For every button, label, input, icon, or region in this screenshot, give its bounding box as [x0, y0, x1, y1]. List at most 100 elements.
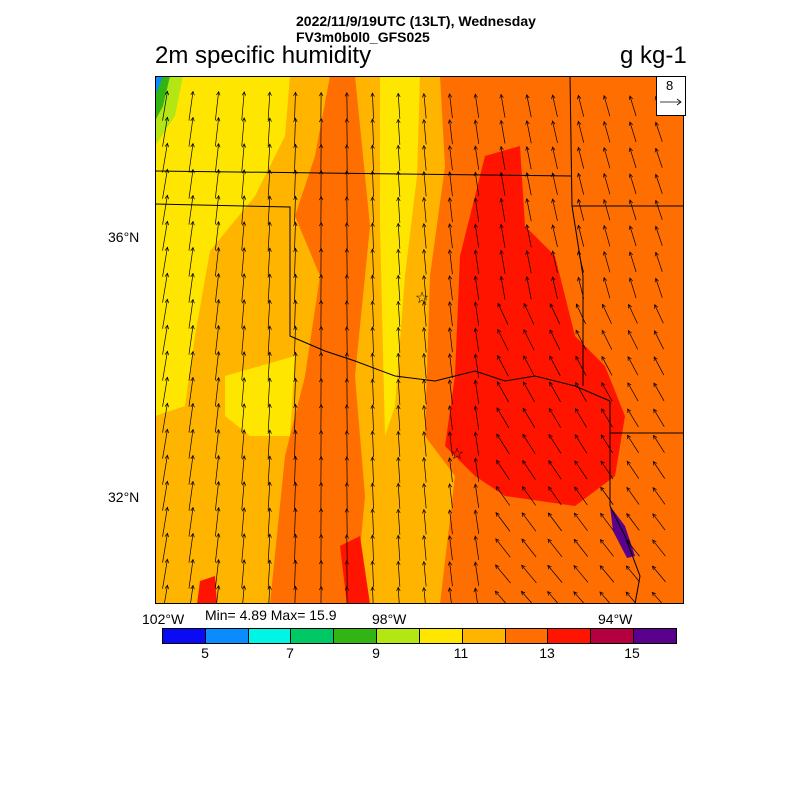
wind-arrow-icon — [344, 482, 349, 510]
colorbar-swatch — [634, 629, 676, 643]
wind-arrow-icon — [318, 559, 324, 588]
wind-arrow-icon — [215, 350, 221, 381]
wind-arrow-icon — [188, 116, 195, 147]
wind-arrow-icon — [447, 535, 453, 561]
wind-arrow-icon — [422, 274, 427, 301]
wind-arrow-icon — [653, 408, 665, 427]
wind-arrow-icon — [628, 225, 637, 247]
wind-arrow-icon — [241, 429, 247, 459]
wind-arrow-icon — [267, 91, 272, 120]
wind-arrow-icon — [654, 147, 663, 168]
wind-arrow-icon — [162, 402, 169, 433]
wind-arrow-icon — [573, 591, 585, 604]
colorbar — [162, 628, 677, 644]
wind-arrow-icon — [548, 407, 562, 428]
wind-arrow-icon — [344, 508, 349, 536]
wind-arrow-icon — [422, 534, 427, 561]
colorbar-swatch — [205, 629, 249, 643]
wind-arrow-icon — [499, 223, 506, 248]
wind-arrow-icon — [188, 558, 195, 589]
wind-arrow-icon — [494, 590, 507, 604]
wind-arrow-icon — [241, 377, 247, 407]
colorbar-swatch — [291, 629, 335, 643]
wind-arrow-icon — [344, 586, 349, 604]
wind-arrow-icon — [525, 275, 532, 300]
wind-arrow-icon — [188, 402, 195, 433]
wind-arrow-icon — [551, 120, 558, 144]
wind-arrow-icon — [293, 351, 298, 380]
wind-arrow-icon — [318, 377, 324, 406]
wind-arrow-icon — [497, 302, 509, 325]
wind-arrow-icon — [599, 565, 615, 583]
wind-arrow-icon — [188, 90, 195, 121]
wind-arrow-icon — [627, 329, 638, 350]
wind-arrow-icon — [654, 121, 663, 142]
wind-arrow-icon — [499, 197, 506, 222]
wind-arrow-icon — [318, 351, 324, 380]
wind-arrow-icon — [422, 456, 427, 483]
wind-arrow-icon — [162, 324, 169, 355]
colorbar-swatch — [377, 629, 420, 643]
wind-arrow-icon — [370, 196, 375, 223]
wind-arrow-icon — [422, 430, 427, 457]
wind-arrow-icon — [577, 198, 585, 221]
wind-arrow-icon — [267, 325, 272, 354]
wind-arrow-icon — [548, 486, 562, 506]
wind-arrow-icon — [293, 455, 298, 484]
wind-arrow-icon — [267, 559, 272, 588]
wind-arrow-icon — [293, 143, 298, 172]
wind-arrow-icon — [577, 94, 585, 117]
wind-arrow-icon — [496, 459, 510, 480]
wind-arrow-icon — [654, 251, 663, 272]
colorbar-swatch — [462, 629, 506, 643]
wind-arrow-icon — [626, 486, 640, 505]
wind-arrow-icon — [602, 120, 611, 143]
wind-arrow-icon — [267, 429, 272, 458]
wind-arrow-icon — [626, 539, 640, 557]
wind-arrow-icon — [627, 382, 639, 402]
wind-arrow-icon — [525, 145, 532, 170]
wind-arrow-icon — [344, 404, 349, 432]
wind-arrow-icon — [574, 460, 588, 480]
wind-arrow-icon — [293, 117, 298, 146]
wind-arrow-icon — [626, 434, 639, 454]
wind-arrow-icon — [162, 142, 169, 173]
wind-arrow-icon — [628, 173, 637, 195]
wind-arrow-icon — [651, 565, 666, 583]
colorbar-label: 9 — [372, 645, 380, 661]
wind-arrow-icon — [547, 564, 563, 583]
wind-arrow-icon — [267, 247, 272, 276]
wind-arrow-icon — [652, 539, 666, 557]
wind-arrow-icon — [318, 195, 324, 224]
reference-vector-value: 8 — [666, 78, 674, 93]
colorbar-swatch — [163, 629, 206, 643]
wind-arrow-icon — [626, 460, 640, 479]
wind-arrow-icon — [293, 507, 298, 536]
city-star-icon: ☆ — [415, 290, 429, 307]
colorbar-swatch — [548, 629, 592, 643]
wind-arrow-icon — [447, 327, 453, 353]
wind-arrow-icon — [370, 586, 375, 604]
wind-arrow-icon — [267, 351, 272, 380]
wind-arrow-icon — [602, 250, 611, 273]
wind-arrow-icon — [654, 225, 663, 246]
lon-label: 102°W — [142, 611, 185, 627]
wind-arrow-icon — [241, 559, 247, 589]
wind-arrow-icon — [652, 513, 666, 531]
wind-arrow-icon — [473, 587, 478, 604]
wind-arrow-icon — [473, 249, 480, 274]
wind-arrow-icon — [422, 326, 427, 353]
colorbar-label: 13 — [539, 645, 555, 661]
wind-arrow-icon — [241, 455, 247, 485]
wind-arrow-icon — [447, 145, 453, 171]
wind-arrow-icon — [521, 538, 537, 558]
wind-arrow-icon — [267, 195, 272, 224]
wind-arrow-icon — [293, 429, 298, 458]
wind-arrow-icon — [396, 378, 401, 405]
wind-arrow-icon — [190, 584, 195, 604]
wind-arrow-icon — [496, 381, 510, 403]
wind-arrow-icon — [653, 434, 665, 453]
field-yellow-south — [225, 356, 295, 436]
wind-arrow-icon — [188, 298, 195, 329]
wind-arrow-icon — [370, 352, 375, 379]
